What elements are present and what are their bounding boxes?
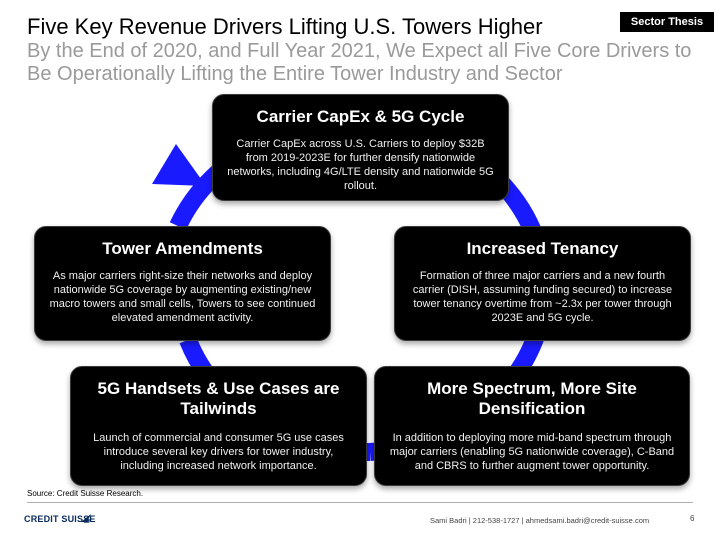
driver-card-5g-handsets: 5G Handsets & Use Cases are Tailwinds La…	[70, 366, 367, 486]
driver-heading: Carrier CapEx & 5G Cycle	[256, 107, 465, 126]
driver-card-tower-amendments: Tower Amendments As major carriers right…	[34, 226, 331, 341]
cycle-arrowhead-icon	[152, 144, 206, 186]
footer-divider	[27, 502, 693, 503]
sector-thesis-badge: Sector Thesis	[620, 12, 714, 32]
logo-text: CREDIT SUISSE	[24, 514, 96, 524]
driver-heading: Tower Amendments	[102, 239, 263, 258]
driver-heading: 5G Handsets & Use Cases are Tailwinds	[97, 379, 340, 418]
page-number: 6	[690, 514, 695, 523]
sail-icon	[81, 514, 91, 523]
driver-body: As major carriers right-size their netwo…	[49, 270, 316, 324]
driver-heading: Increased Tenancy	[466, 239, 619, 258]
credit-suisse-logo: CREDIT SUISSE	[24, 512, 96, 528]
driver-body: Formation of three major carriers and a …	[412, 270, 673, 324]
driver-body: In addition to deploying more mid-band s…	[389, 432, 675, 472]
driver-heading: More Spectrum, More Site Densification	[427, 379, 637, 418]
source-note: Source: Credit Suisse Research.	[27, 489, 144, 498]
driver-body: Carrier CapEx across U.S. Carriers to de…	[227, 138, 494, 192]
driver-body: Launch of commercial and consumer 5G use…	[93, 432, 344, 472]
driver-card-increased-tenancy: Increased Tenancy Formation of three maj…	[394, 226, 691, 341]
page-title: Five Key Revenue Drivers Lifting U.S. To…	[27, 14, 543, 39]
driver-card-carrier-capex: Carrier CapEx & 5G Cycle Carrier CapEx a…	[212, 94, 509, 201]
page-subtitle: By the End of 2020, and Full Year 2021, …	[27, 40, 692, 85]
analyst-contact: Sami Badri | 212-538-1727 | ahmedsami.ba…	[430, 516, 650, 525]
driver-card-more-spectrum: More Spectrum, More Site Densification I…	[374, 366, 690, 486]
